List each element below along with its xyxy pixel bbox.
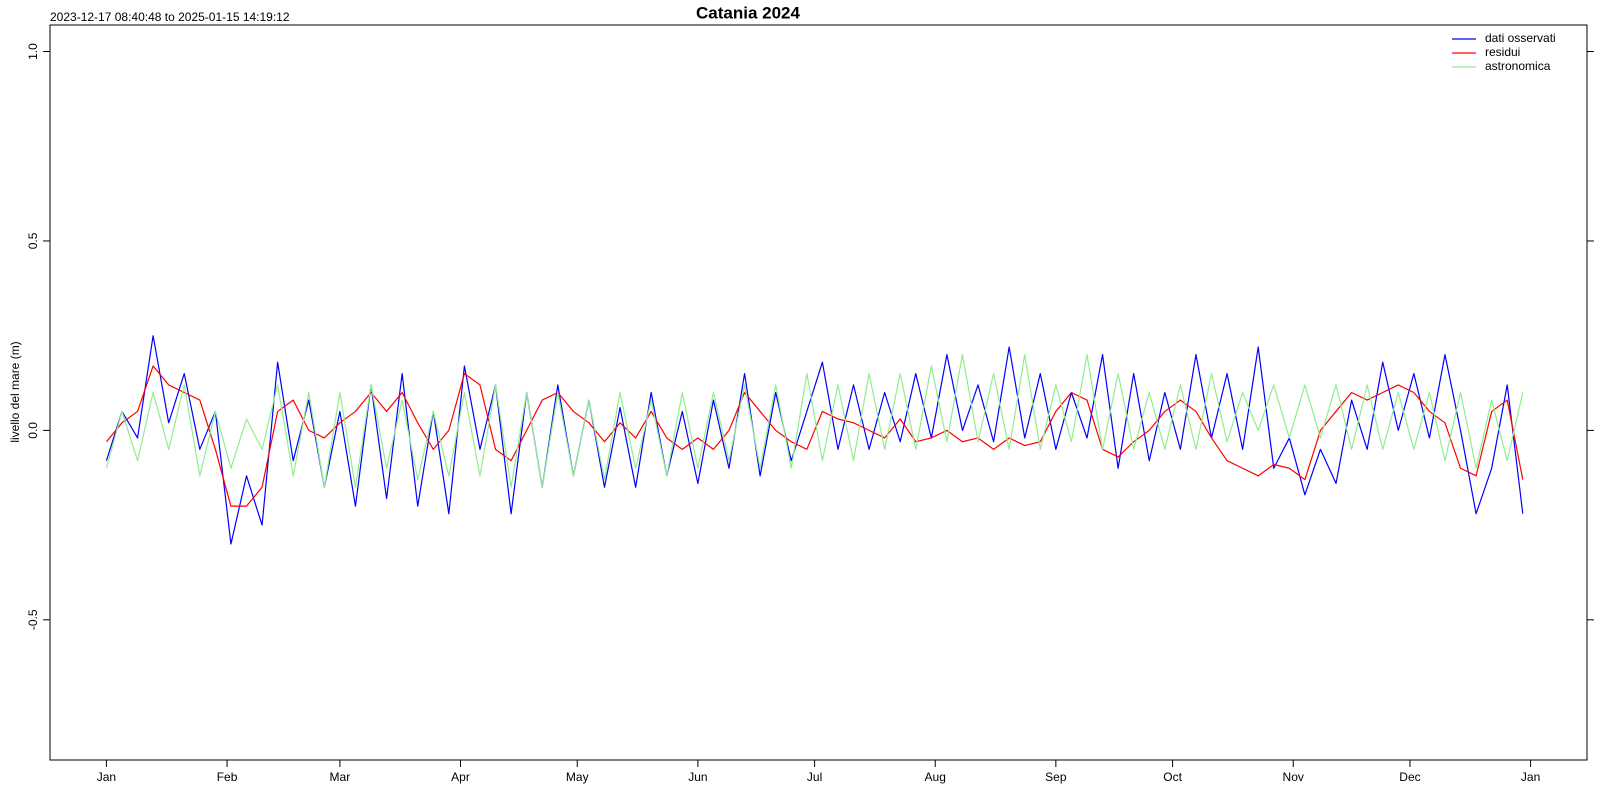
legend-label: dati osservati — [1485, 31, 1556, 45]
y-tick-label: 0.0 — [26, 422, 40, 439]
chart-subtitle: 2023-12-17 08:40:48 to 2025-01-15 14:19:… — [50, 10, 290, 24]
x-tick-label: Oct — [1163, 770, 1182, 784]
x-tick-label: Apr — [451, 770, 470, 784]
legend-label: astronomica — [1485, 59, 1551, 73]
x-tick-label: Feb — [217, 770, 238, 784]
x-tick-label: Nov — [1283, 770, 1304, 784]
y-tick-label: -0.5 — [26, 609, 40, 630]
legend-label: residui — [1485, 45, 1520, 59]
plot-frame — [49, 24, 1588, 761]
x-tick-label: Jan — [97, 770, 116, 784]
series-line — [105, 365, 1524, 507]
x-tick-label: Jan — [1521, 770, 1540, 784]
y-axis-label: livello del mare (m) — [8, 341, 22, 442]
x-tick-label: Sep — [1045, 770, 1067, 784]
series-line — [105, 335, 1524, 545]
x-tick-label: Mar — [330, 770, 351, 784]
y-tick-label: 0.5 — [26, 232, 40, 249]
x-tick-label: May — [566, 770, 589, 784]
x-tick-label: Jun — [688, 770, 707, 784]
x-tick-label: Jul — [807, 770, 822, 784]
x-tick-label: Aug — [925, 770, 946, 784]
series-line — [105, 354, 1524, 488]
chart-title: Catania 2024 — [696, 3, 800, 22]
x-tick-label: Dec — [1399, 770, 1420, 784]
y-tick-label: 1.0 — [26, 43, 40, 60]
